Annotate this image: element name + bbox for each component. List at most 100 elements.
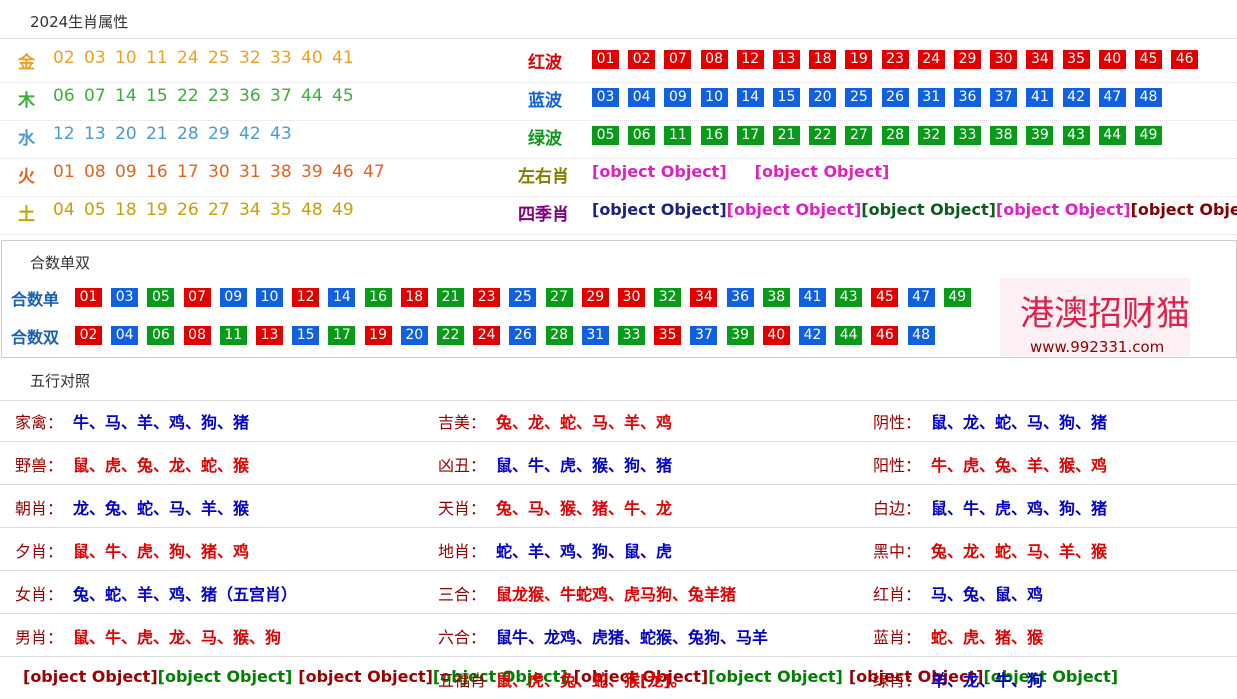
element-number: 43 xyxy=(270,124,292,144)
number-ball: 11 xyxy=(219,326,247,345)
element-number: 11 xyxy=(146,48,168,68)
number-ball: 20 xyxy=(809,88,837,107)
divider xyxy=(0,82,1237,83)
element-number: 09 xyxy=(115,162,137,182)
number-ball: 48 xyxy=(907,326,935,345)
element-number: 15 xyxy=(146,86,168,106)
cell-label: 夕肖： xyxy=(15,542,64,561)
cell-label: 家禽： xyxy=(15,413,64,432)
divider xyxy=(0,196,1237,197)
cell-label: 野兽： xyxy=(15,456,64,475)
sides-parts: [object Object] [object Object] xyxy=(592,162,917,181)
seasons-part: [object Object] xyxy=(995,200,1131,219)
number-ball: 03 xyxy=(592,88,619,107)
element-label: 水 xyxy=(18,129,35,149)
divider xyxy=(0,613,1237,614)
number-ball: 14 xyxy=(328,288,356,307)
number-ball: 09 xyxy=(664,88,692,107)
number-ball: 21 xyxy=(437,288,464,307)
divider xyxy=(0,38,1237,39)
number-ball: 33 xyxy=(618,326,645,345)
element-number: 19 xyxy=(146,200,168,220)
cell-label: 五福肖 xyxy=(438,671,487,690)
number-ball: 36 xyxy=(726,288,754,307)
table-cell: 夕肖： 鼠、牛、虎、狗、猪、鸡 xyxy=(15,538,249,562)
number-ball: 42 xyxy=(1062,88,1090,107)
element-number: 05 xyxy=(84,200,106,220)
number-ball: 20 xyxy=(400,326,428,345)
number-ball: 15 xyxy=(292,326,320,345)
table-cell: 地肖： 蛇、羊、鸡、狗、鼠、虎 xyxy=(438,538,672,562)
cell-label: 白边： xyxy=(873,499,922,518)
element-number: 12 xyxy=(53,124,75,144)
element-number: 44 xyxy=(301,86,323,106)
number-ball: 01 xyxy=(592,50,619,69)
cell-label: 朝肖： xyxy=(15,499,64,518)
logo-name: 港澳招财猫 xyxy=(1020,294,1190,334)
number-ball: 05 xyxy=(147,288,175,307)
number-ball: 35 xyxy=(654,326,682,345)
cell-value: 鼠、牛、虎、狗、猪、鸡 xyxy=(73,542,250,561)
number-ball: 34 xyxy=(1026,50,1054,69)
number-ball: 07 xyxy=(183,288,211,307)
number-ball: 12 xyxy=(736,50,764,69)
element-number: 17 xyxy=(177,162,199,182)
number-ball: 06 xyxy=(147,326,175,345)
element-label: 金 xyxy=(18,53,35,73)
number-ball: 43 xyxy=(835,288,863,307)
number-ball: 33 xyxy=(954,126,981,145)
cell-value: 鼠、虎、兔、蛇、猴[龙]。 xyxy=(496,671,687,690)
element-number: 33 xyxy=(270,48,292,68)
element-number: 31 xyxy=(239,162,261,182)
number-ball: 16 xyxy=(700,126,728,145)
cell-value: 兔、蛇、羊、鸡、猪（五宫肖） xyxy=(73,585,298,604)
number-ball: 24 xyxy=(473,326,501,345)
element-number: 49 xyxy=(332,200,354,220)
divider xyxy=(0,656,1237,657)
number-ball: 45 xyxy=(1135,50,1162,69)
number-ball: 26 xyxy=(509,326,537,345)
number-ball: 11 xyxy=(664,126,692,145)
element-number: 32 xyxy=(239,48,261,68)
number-ball: 29 xyxy=(954,50,981,69)
number-ball: 30 xyxy=(618,288,645,307)
table-cell: 三合： 鼠龙猴、牛蛇鸡、虎马狗、兔羊猪 xyxy=(438,581,736,605)
number-ball: 38 xyxy=(990,126,1018,145)
cell-value: 鼠、牛、虎、鸡、狗、猪 xyxy=(931,499,1108,518)
cell-label: 天肖： xyxy=(438,499,487,518)
number-ball: 44 xyxy=(1098,126,1126,145)
element-number: 28 xyxy=(177,124,199,144)
table-cell: 黑中： 兔、龙、蛇、马、羊、猴 xyxy=(873,538,1107,562)
cell-label: 凶丑： xyxy=(438,456,487,475)
number-ball: 29 xyxy=(581,288,609,307)
seasons-part: [object Object] xyxy=(592,200,727,219)
number-ball: 26 xyxy=(881,88,909,107)
cell-value: 鼠、牛、虎、猴、狗、猪 xyxy=(496,456,673,475)
number-ball: 06 xyxy=(628,126,656,145)
number-ball: 04 xyxy=(111,326,139,345)
element-number: 02 xyxy=(53,48,75,68)
number-ball: 10 xyxy=(700,88,728,107)
cell-part: [object Object] xyxy=(848,667,984,686)
cell-part: [object Object] xyxy=(983,667,1119,686)
number-ball: 23 xyxy=(473,288,501,307)
cell-part: [object Object] xyxy=(157,667,293,686)
element-number: 30 xyxy=(208,162,230,182)
element-number: 34 xyxy=(239,200,261,220)
table-cell: 凶丑： 鼠、牛、虎、猴、狗、猪 xyxy=(438,452,672,476)
number-ball: 25 xyxy=(509,288,537,307)
row-label: 合数单 xyxy=(11,290,60,309)
cell-label: 黑中： xyxy=(873,542,922,561)
wave-label: 红波 xyxy=(528,53,562,73)
sides-label: 左右肖 xyxy=(518,167,569,187)
table-cell: 家禽： 牛、马、羊、鸡、狗、猪 xyxy=(15,409,249,433)
element-number: 04 xyxy=(53,200,75,220)
number-ball: 49 xyxy=(1135,126,1162,145)
table-cell: 白边： 鼠、牛、虎、鸡、狗、猪 xyxy=(873,495,1107,519)
section-title: 合数单双 xyxy=(30,254,91,272)
number-ball: 27 xyxy=(845,126,873,145)
number-ball: 04 xyxy=(628,88,656,107)
number-ball: 17 xyxy=(736,126,764,145)
element-number: 23 xyxy=(208,86,230,106)
number-ball: 09 xyxy=(219,288,247,307)
